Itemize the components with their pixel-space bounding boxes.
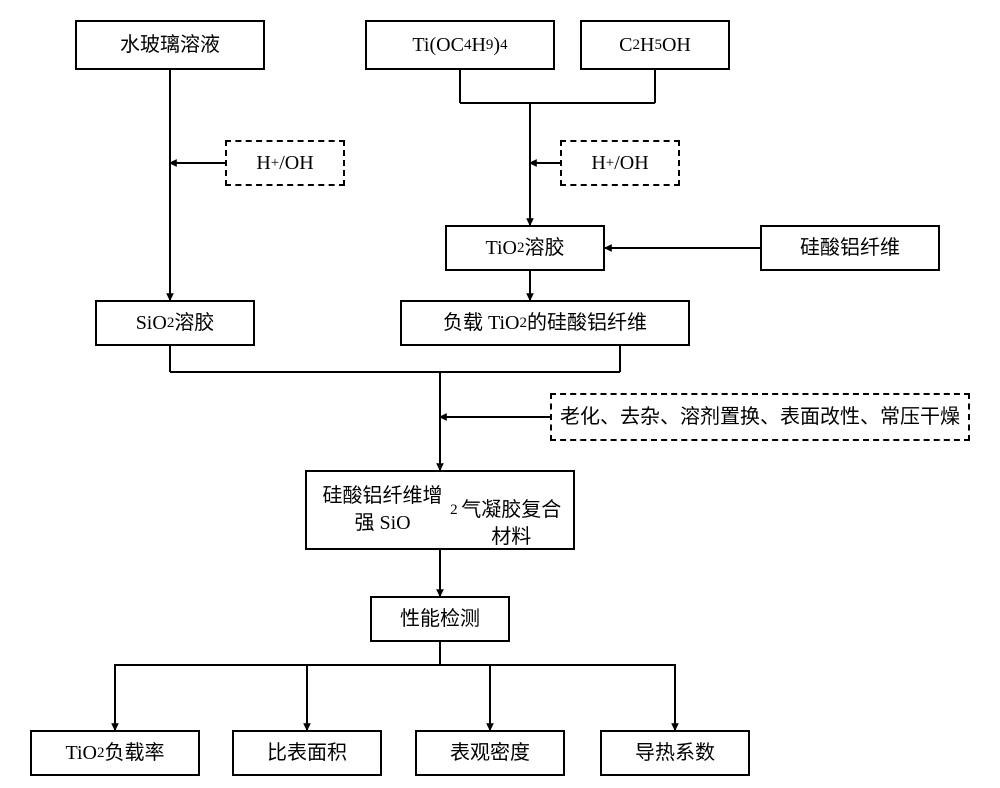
node-n4: H+/OH [225, 140, 345, 186]
arrowhead [530, 160, 536, 166]
edge-16 [115, 665, 440, 730]
node-n8: SiO2 溶胶 [95, 300, 255, 346]
node-n3: C2H5OH [580, 20, 730, 70]
arrowhead [170, 160, 176, 166]
edge-18 [440, 665, 490, 730]
node-n12: 性能检测 [370, 596, 510, 642]
arrowhead [605, 245, 611, 251]
node-n5: H+/OH [560, 140, 680, 186]
node-n14: 比表面积 [232, 730, 382, 776]
node-n16: 导热系数 [600, 730, 750, 776]
node-n2: Ti(OC4H9)4 [365, 20, 555, 70]
node-n15: 表观密度 [415, 730, 565, 776]
node-n9: 负载 TiO2 的硅酸铝纤维 [400, 300, 690, 346]
node-n11: 硅酸铝纤维增强 SiO2 气凝胶复合材料 [305, 470, 575, 550]
node-n1: 水玻璃溶液 [75, 20, 265, 70]
node-n13: TiO2 负载率 [30, 730, 200, 776]
node-n6: TiO2 溶胶 [445, 225, 605, 271]
node-n7: 硅酸铝纤维 [760, 225, 940, 271]
arrowhead [440, 414, 446, 420]
edge-17 [307, 665, 440, 730]
edge-19 [440, 665, 675, 730]
node-n10: 老化、去杂、溶剂置换、表面改性、常压干燥 [550, 393, 970, 441]
